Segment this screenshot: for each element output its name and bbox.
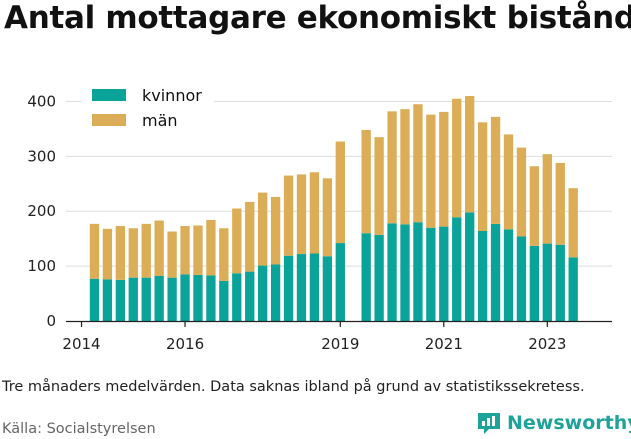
bar-män [193, 225, 203, 275]
bar-män [180, 226, 190, 275]
x-tick-label: 2019 [321, 335, 359, 353]
bar-män [154, 220, 164, 276]
bar-män [361, 130, 371, 234]
bar-kvinnor [542, 243, 552, 321]
bar-kvinnor [180, 274, 190, 321]
bar-kvinnor [193, 274, 203, 321]
bar-män [283, 175, 294, 256]
bar-kvinnor [335, 243, 345, 321]
bar-män [387, 111, 397, 224]
bar-kvinnor [555, 244, 565, 321]
bar-kvinnor [322, 256, 333, 321]
bar-kvinnor [283, 255, 294, 321]
bars [89, 95, 578, 321]
bar-kvinnor [219, 280, 229, 321]
bar-män [115, 226, 125, 280]
source-note: Källa: Socialstyrelsen [2, 421, 156, 437]
y-tick-label: 300 [27, 147, 56, 165]
bar-män [477, 122, 488, 231]
bar-män [258, 192, 268, 266]
bar-män [374, 137, 384, 235]
bar-kvinnor [387, 223, 397, 321]
y-tick-label: 400 [27, 92, 56, 110]
bar-män [426, 114, 436, 228]
bar-kvinnor [258, 265, 268, 321]
bar-kvinnor [465, 212, 475, 321]
bar-män [167, 231, 177, 278]
bar-män [542, 154, 552, 244]
bar-kvinnor [232, 273, 242, 321]
bar-kvinnor [167, 277, 177, 321]
bar-män [568, 188, 578, 258]
bar-män [439, 111, 449, 227]
y-tick-label: 100 [27, 257, 56, 275]
bar-kvinnor [154, 276, 164, 321]
bar-kvinnor [102, 279, 113, 321]
bar-kvinnor [361, 233, 371, 321]
bar-män [245, 201, 255, 272]
bar-kvinnor [206, 275, 216, 321]
brand-name: Newsworthy [507, 412, 631, 434]
bar-kvinnor [503, 229, 514, 321]
bar-män [128, 228, 138, 278]
bar-kvinnor [128, 277, 138, 321]
bar-män [309, 172, 320, 254]
bar-män [89, 223, 100, 279]
x-tick-label: 2021 [425, 335, 463, 353]
bar-män [452, 98, 462, 218]
x-tick-label: 2023 [528, 335, 566, 353]
bar-kvinnor [89, 278, 100, 321]
bar-män [400, 109, 410, 225]
legend-label-kvinnor: kvinnor [142, 86, 202, 105]
bar-kvinnor [245, 271, 255, 321]
bar-kvinnor [296, 254, 307, 321]
bar-kvinnor [270, 264, 281, 321]
page-title: Antal mottagare ekonomiskt bistånd [4, 0, 631, 36]
x-tick-label: 2014 [62, 335, 100, 353]
bar-män [555, 162, 565, 245]
bar-män [465, 95, 475, 213]
bar-män [270, 196, 281, 265]
chart-caption: Tre månaders medelvärden. Data saknas ib… [2, 379, 585, 395]
bar-kvinnor [477, 230, 488, 321]
bar-män [141, 223, 151, 278]
bar-kvinnor [141, 277, 151, 321]
legend-swatch-män [92, 114, 126, 126]
bar-kvinnor [374, 234, 384, 321]
axes: 0 100 200 300 400 2014 2016 2019 2021 2023 [27, 92, 612, 353]
bar-män [516, 147, 527, 237]
bar-kvinnor [529, 245, 540, 321]
y-tick-label: 200 [27, 202, 56, 220]
bar-män [206, 220, 216, 276]
bar-kvinnor [309, 253, 320, 321]
bar-män [232, 208, 242, 274]
brand-logo[interactable]: Newsworthy [476, 409, 631, 437]
bar-kvinnor [516, 236, 527, 321]
legend-label-män: män [142, 111, 178, 130]
legend: kvinnor män [82, 84, 214, 140]
bar-män [529, 166, 540, 246]
bar-kvinnor [115, 279, 125, 321]
bar-män [335, 141, 345, 244]
y-tick-label: 0 [46, 312, 56, 330]
bar-män [102, 228, 113, 280]
bar-män [219, 228, 229, 281]
bar-kvinnor [568, 257, 578, 321]
bar-män [490, 116, 501, 224]
x-tick-label: 2016 [166, 335, 204, 353]
bar-män [413, 104, 423, 223]
bar-män [296, 174, 307, 255]
bar-män [503, 134, 514, 230]
bar-kvinnor [413, 222, 423, 321]
bar-kvinnor [400, 224, 410, 321]
bar-kvinnor [426, 227, 436, 321]
legend-swatch-kvinnor [92, 89, 126, 101]
bar-kvinnor [452, 217, 462, 321]
newsworthy-logo-icon [478, 413, 500, 434]
bar-kvinnor [439, 226, 449, 321]
bar-män [322, 178, 333, 257]
bar-kvinnor [490, 223, 501, 321]
